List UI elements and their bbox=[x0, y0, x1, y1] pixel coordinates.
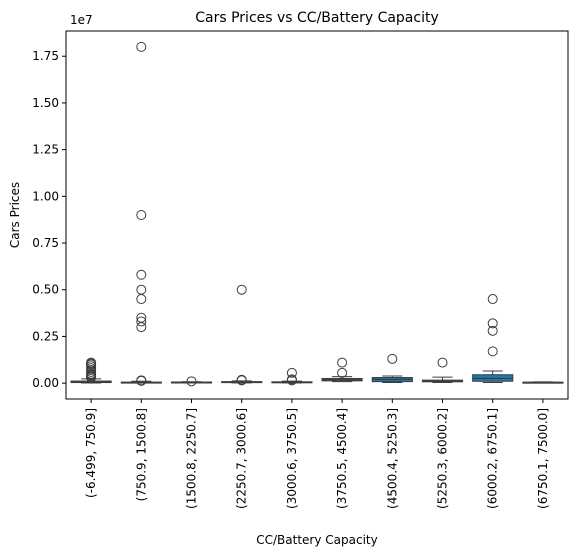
outlier-point bbox=[236, 284, 247, 295]
x-tick-label: (6750.1, 7500.0] bbox=[536, 408, 550, 509]
outlier-point bbox=[337, 357, 348, 368]
y-axis-label: Cars Prices bbox=[8, 182, 22, 248]
outlier-point bbox=[136, 41, 147, 52]
outlier-point bbox=[136, 269, 147, 280]
outlier-point bbox=[487, 318, 498, 329]
x-tick-label: (5250.3, 6000.2] bbox=[436, 408, 450, 509]
y-tick-label: 1.75 bbox=[32, 49, 59, 63]
y-tick-label: 0.75 bbox=[32, 236, 59, 250]
outlier-point bbox=[236, 374, 247, 385]
x-tick-label: (6000.2, 6750.1] bbox=[486, 408, 500, 509]
outlier-point bbox=[136, 316, 147, 327]
outlier-point bbox=[136, 312, 147, 323]
x-tick-label: (2250.7, 3000.6] bbox=[235, 408, 249, 509]
x-tick-label: (3750.5, 4500.4] bbox=[335, 408, 349, 509]
y-tick-label: 1.25 bbox=[32, 143, 59, 157]
outlier-point bbox=[136, 210, 147, 220]
outlier-point bbox=[487, 294, 498, 305]
outlier-point bbox=[136, 375, 147, 386]
y-tick-label: 0.00 bbox=[32, 376, 59, 390]
x-tick-label: (1500.8, 2250.7] bbox=[185, 408, 199, 509]
outlier-point bbox=[136, 284, 147, 295]
plot-area: 0.00 0.25 0.50 0.75 1.00 1.25 1.50 1.75 (-6.499,… bbox=[32, 41, 564, 509]
outlier-point bbox=[286, 367, 297, 378]
outlier-point bbox=[186, 376, 197, 387]
x-tick-label: (750.9, 1500.8] bbox=[134, 408, 148, 501]
outlier-point bbox=[437, 357, 448, 368]
axes-frame bbox=[65, 30, 569, 400]
outlier-point bbox=[487, 325, 498, 336]
y-tick-label: 0.50 bbox=[32, 283, 59, 297]
y-axis-offset-label: 1e7 bbox=[70, 13, 93, 27]
x-tick-label: (-6.499, 750.9] bbox=[84, 408, 98, 498]
y-tick-label: 1.00 bbox=[32, 189, 59, 203]
outlier-point bbox=[286, 374, 297, 385]
outlier-point bbox=[86, 357, 97, 368]
x-axis-label: CC/Battery Capacity bbox=[256, 533, 377, 547]
y-tick-label: 0.25 bbox=[32, 329, 59, 343]
chart-title: Cars Prices vs CC/Battery Capacity bbox=[195, 10, 439, 26]
outlier-point bbox=[136, 322, 147, 333]
outlier-point bbox=[387, 353, 398, 364]
x-tick-label: (4500.4, 5250.3] bbox=[385, 408, 399, 509]
outlier-point bbox=[136, 294, 147, 305]
y-tick-label: 1.50 bbox=[32, 96, 59, 110]
x-tick-label: (3000.6, 3750.5] bbox=[285, 408, 299, 509]
outlier-point bbox=[337, 367, 348, 378]
outlier-point bbox=[487, 346, 498, 357]
